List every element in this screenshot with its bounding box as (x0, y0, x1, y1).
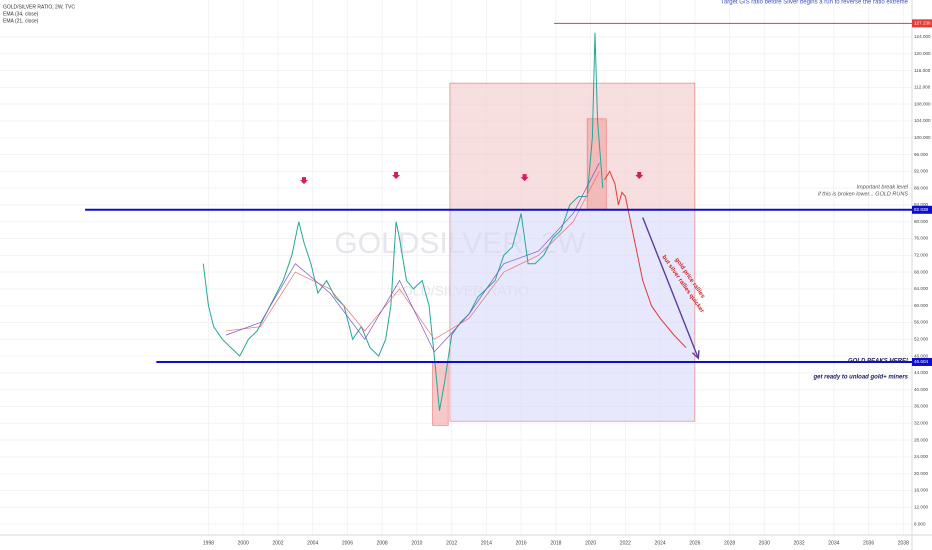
x-tick-label: 1998 (203, 540, 214, 546)
y-tick-label: 40.000 (914, 387, 928, 392)
annotation: Target G/S ratio before Silver begins a … (721, 0, 909, 6)
annotation: if this is broken lower... GOLD RUNS (818, 191, 908, 197)
y-tick-label: 64.000 (914, 286, 928, 291)
zone (449, 82, 696, 211)
level-label: 127.236 (914, 21, 931, 26)
x-tick-label: 2010 (411, 540, 422, 546)
marker-arrow (300, 177, 308, 185)
arrow-head (691, 350, 700, 360)
y-tick-label: 44.000 (914, 370, 928, 375)
x-tick-label: 2036 (863, 540, 874, 546)
ema-line (225, 162, 600, 353)
y-tick-label: 84.000 (914, 202, 928, 207)
x-tick-label: 2032 (794, 540, 805, 546)
x-tick-label: 2024 (655, 540, 666, 546)
x-tick-label: 2030 (759, 540, 770, 546)
y-tick-label: 28.000 (914, 437, 928, 442)
x-tick-label: 2038 (898, 540, 909, 546)
annotation: Important break level (857, 184, 909, 190)
y-tick-label: 96.000 (914, 152, 928, 157)
x-tick-label: 2028 (724, 540, 735, 546)
x-tick-label: 2008 (377, 540, 388, 546)
marker-arrow (392, 172, 401, 180)
y-tick-label: 108.000 (914, 101, 931, 106)
x-tick-label: 2026 (689, 540, 700, 546)
x-tick-label: 2022 (620, 540, 631, 546)
x-tick-label: 2020 (585, 540, 596, 546)
y-tick-label: 112.000 (914, 85, 931, 90)
y-tick-label: 60.000 (914, 303, 928, 308)
y-tick-label: 16.000 (914, 488, 928, 493)
x-tick-label: 2018 (550, 540, 561, 546)
indicator-label: EMA (34, close) (3, 11, 39, 17)
y-tick-label: 104.000 (914, 118, 931, 123)
level-badge (912, 357, 932, 366)
y-tick-label: 68.000 (914, 269, 928, 274)
level-label: 82.838 (914, 207, 928, 212)
x-tick-label: 2012 (446, 540, 457, 546)
y-tick-label: 116.000 (914, 68, 931, 73)
y-tick-label: 52.000 (914, 337, 928, 342)
annotation: GOLD PEAKS HERE! (848, 359, 908, 365)
ema-line (225, 171, 600, 340)
marker-arrow (635, 172, 644, 180)
y-tick-label: 32.000 (914, 421, 928, 426)
y-tick-label: 12.000 (914, 505, 928, 510)
level-badge (912, 205, 932, 214)
y-tick-label: 36.000 (914, 404, 928, 409)
y-tick-label: 100.000 (914, 135, 931, 140)
y-tick-label: 76.000 (914, 236, 928, 241)
chart-title: GOLD/SILVER RATIO, 2W, TVC (3, 4, 75, 10)
price-line (202, 32, 604, 411)
y-tick-label: 20.000 (914, 471, 928, 476)
trend-arrow (642, 217, 699, 359)
y-tick-label: 124.000 (914, 34, 931, 39)
y-tick-label: 80.000 (914, 219, 928, 224)
y-tick-label: 24.000 (914, 454, 928, 459)
x-tick-label: 2002 (272, 540, 283, 546)
marker-arrow (520, 174, 529, 182)
y-tick-label: 8.000 (914, 521, 926, 526)
y-tick-label: 72.000 (914, 253, 928, 258)
x-tick-label: 2034 (828, 540, 839, 546)
x-tick-label: 2004 (307, 540, 318, 546)
y-tick-label: 92.000 (914, 169, 928, 174)
x-tick-label: 2014 (481, 540, 492, 546)
y-tick-label: 120.000 (914, 51, 931, 56)
annotation: get ready to unload gold+ miners (812, 375, 908, 381)
x-tick-label: 2000 (238, 540, 249, 546)
indicator-label: EMA (21, close) (3, 18, 39, 24)
x-tick-label: 2016 (516, 540, 527, 546)
y-tick-label: 56.000 (914, 320, 928, 325)
y-tick-label: 48.000 (914, 353, 928, 358)
x-tick-label: 2006 (342, 540, 353, 546)
y-tick-label: 88.000 (914, 185, 928, 190)
level-label: 46.604 (914, 359, 928, 364)
level-badge (912, 19, 932, 28)
projection-line (604, 170, 687, 349)
